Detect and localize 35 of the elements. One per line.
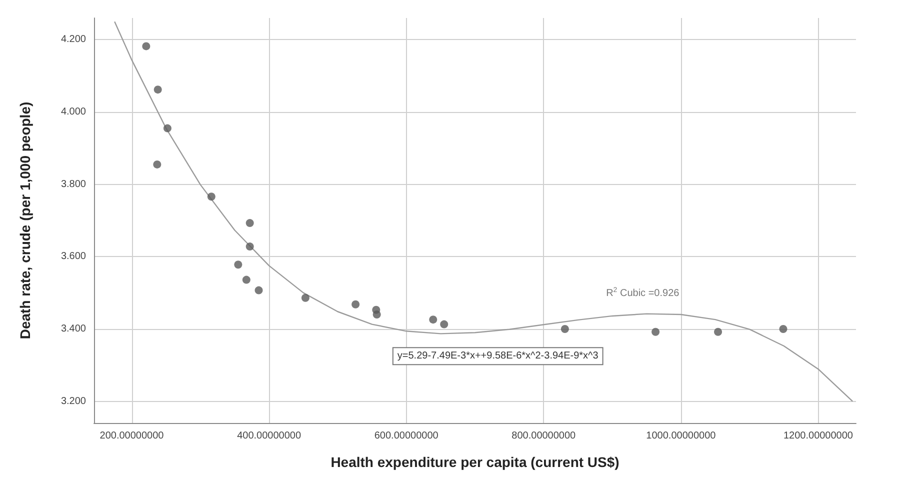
point (429, 316, 438, 324)
point (153, 160, 162, 168)
point (246, 242, 254, 251)
x-tick-label: 400.00000000 (237, 430, 302, 442)
point (234, 260, 242, 269)
point (301, 294, 310, 302)
point (207, 192, 216, 201)
y-tick-label: 3.200 (60, 396, 86, 407)
point (254, 286, 263, 294)
point (163, 124, 172, 132)
point (779, 324, 788, 333)
x-tick-label: 600.00000000 (374, 430, 439, 442)
x-tick-label: 800.00000000 (512, 430, 576, 442)
y-tick-label: 3.600 (60, 251, 86, 262)
point (372, 310, 381, 319)
y-axis-title: Death rate, crude (per 1,000 people) (17, 102, 33, 340)
point (560, 324, 569, 333)
line-series (114, 21, 854, 402)
x-tick-label: 1000.00000000 (646, 430, 716, 442)
y-tick-label: 3.400 (60, 323, 86, 334)
point (246, 219, 254, 228)
point (242, 276, 250, 284)
y-tick-label: 3.800 (60, 178, 86, 190)
point (652, 328, 660, 336)
x-tick-label: 200.00000000 (100, 430, 164, 442)
annotation: y=5.29-7.49E-3*x++9.58E-6*x^2-3.94E-9*x^3 (397, 350, 599, 362)
point (714, 328, 722, 336)
point (440, 320, 448, 328)
y-tick-label: 4.000 (60, 106, 86, 118)
x-tick-label: 1200.00000000 (783, 430, 854, 442)
x-axis-title: Health expenditure per capita (current US$) (330, 454, 620, 470)
point (352, 300, 360, 308)
point (154, 86, 162, 94)
y-tick-label: 4.200 (60, 34, 86, 46)
point (142, 42, 150, 50)
